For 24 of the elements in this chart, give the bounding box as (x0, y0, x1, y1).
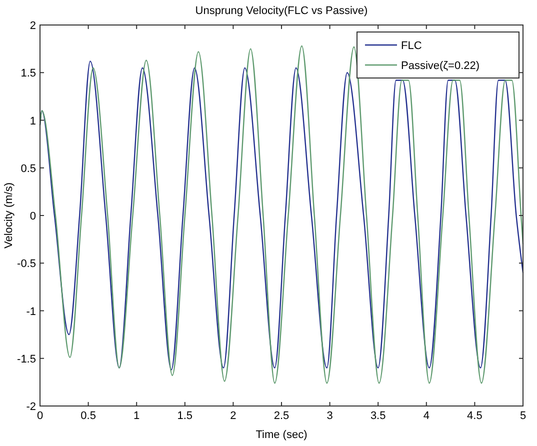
y-tick-label: -1 (26, 306, 36, 318)
x-tick-label: 5 (520, 410, 526, 422)
y-tick-label: 0 (30, 210, 36, 222)
legend-label: Passive(ζ=0.22) (401, 60, 480, 72)
x-axis-title: Time (sec) (256, 429, 308, 441)
x-tick-label: 0.5 (80, 410, 96, 422)
legend-label: FLC (401, 40, 422, 52)
x-tick-label: 2.5 (274, 410, 290, 422)
y-tick-label: 0.5 (20, 162, 36, 175)
chart-title: Unsprung Velocity(FLC vs Passive) (195, 5, 368, 17)
x-tick-label: 4.5 (467, 410, 482, 422)
y-tick-label: -0.5 (17, 258, 36, 270)
y-tick-label: -1.5 (17, 353, 36, 366)
y-tick-label: 1 (30, 115, 36, 128)
x-tick-label: 3.5 (370, 410, 386, 422)
y-axis-title: Velocity (m/s) (3, 182, 15, 249)
x-tick-label: 1 (134, 410, 140, 422)
y-tick-label: -2 (26, 401, 36, 413)
x-tick-label: 2 (230, 410, 236, 422)
y-tick-label: 2 (30, 20, 36, 32)
x-tick-label: 3 (326, 410, 333, 422)
x-tick-label: 4 (423, 410, 430, 422)
y-tick-label: 1.5 (20, 68, 36, 80)
x-tick-label: 1.5 (177, 410, 193, 422)
